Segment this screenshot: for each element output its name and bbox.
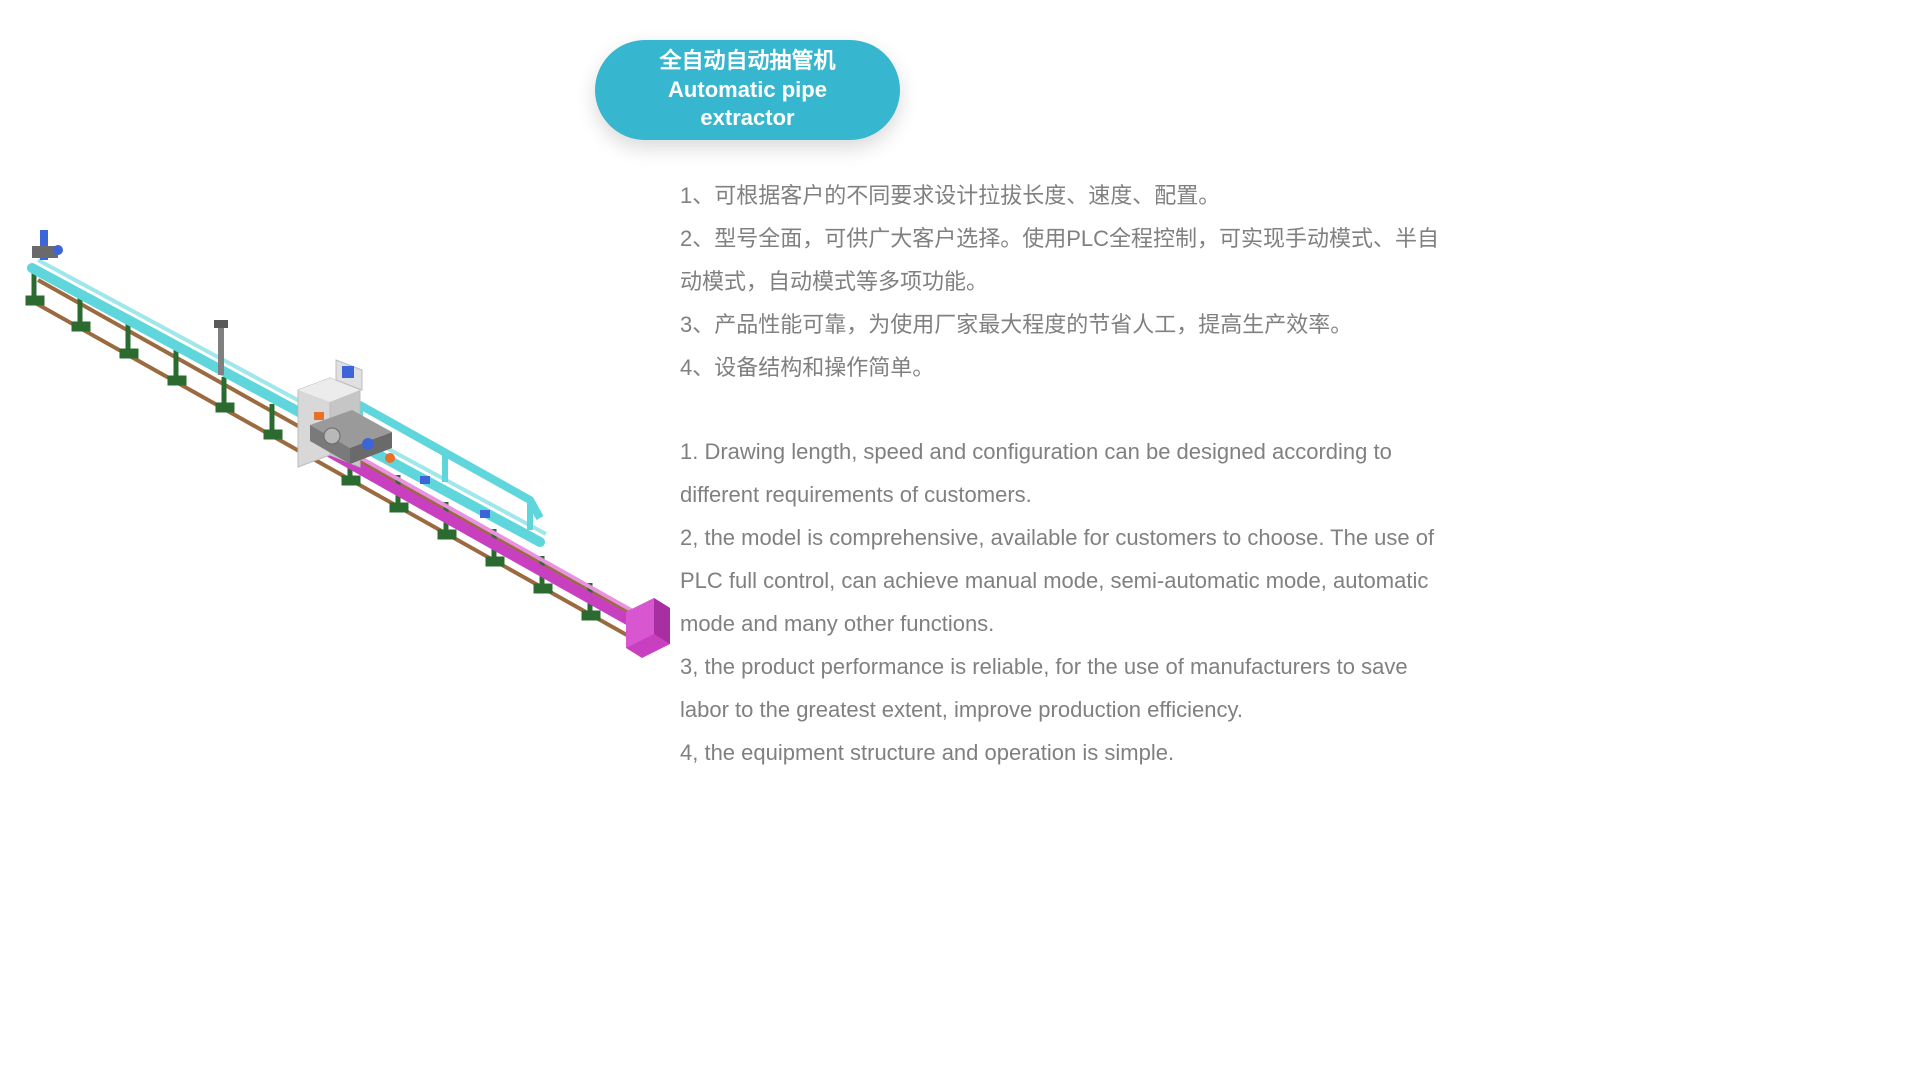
spacer: [680, 389, 1440, 431]
desc-en-3: 3, the product performance is reliable, …: [680, 646, 1440, 732]
upper-cyan-rail: [32, 260, 546, 542]
left-end-fixture: [32, 230, 63, 260]
desc-en-4: 4, the equipment structure and operation…: [680, 732, 1440, 775]
desc-zh-2: 2、型号全面，可供广大客户选择。使用PLC全程控制，可实现手动模式、半自动模式，…: [680, 218, 1440, 304]
badge-title-en-line1: Automatic pipe: [668, 76, 827, 105]
right-end-housing: [626, 598, 670, 658]
title-badge: 全自动自动抽管机 Automatic pipe extractor: [595, 40, 900, 140]
desc-zh-1: 1、可根据客户的不同要求设计拉拔长度、速度、配置。: [680, 175, 1440, 218]
badge-title-zh: 全自动自动抽管机: [659, 47, 835, 76]
desc-zh-3: 3、产品性能可靠，为使用厂家最大程度的节省人工，提高生产效率。: [680, 304, 1440, 347]
machine-diagram: [10, 230, 670, 670]
desc-en-1: 1. Drawing length, speed and configurati…: [680, 431, 1440, 517]
desc-en-2: 2, the model is comprehensive, available…: [680, 517, 1440, 646]
desc-zh-4: 4、设备结构和操作简单。: [680, 347, 1440, 390]
badge-title-en-line2: extractor: [700, 104, 794, 133]
description-text: 1、可根据客户的不同要求设计拉拔长度、速度、配置。 2、型号全面，可供广大客户选…: [680, 175, 1440, 775]
